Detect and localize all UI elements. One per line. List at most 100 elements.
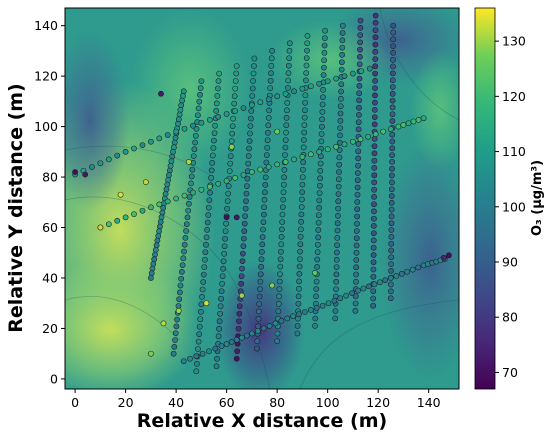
data-point-high	[142, 179, 149, 185]
data-point	[332, 308, 339, 314]
data-point	[178, 102, 185, 109]
data-point	[197, 85, 204, 91]
data-point	[206, 197, 213, 203]
data-point	[248, 115, 254, 122]
data-point	[180, 255, 187, 262]
data-point	[371, 208, 377, 215]
data-point	[215, 180, 222, 187]
data-point	[318, 131, 325, 137]
data-point	[313, 286, 320, 292]
data-point	[172, 135, 179, 141]
data-point	[190, 153, 197, 159]
data-point	[245, 153, 252, 159]
data-point	[203, 234, 210, 241]
data-point	[249, 169, 255, 175]
data-point	[296, 285, 302, 292]
data-point	[388, 254, 395, 261]
data-point	[297, 256, 303, 262]
data-point-high	[274, 128, 281, 135]
data-point	[357, 54, 363, 60]
data-point	[232, 78, 239, 84]
data-point	[337, 132, 343, 139]
data-point	[336, 169, 342, 175]
x-tick-label: 0	[71, 395, 79, 410]
data-point	[335, 176, 342, 183]
data-point	[228, 138, 235, 144]
data-point	[337, 295, 344, 302]
data-point	[164, 198, 171, 205]
data-point	[298, 211, 305, 218]
data-point	[335, 205, 341, 212]
data-point	[181, 192, 188, 199]
colorbar-tick-label: 110	[502, 144, 526, 159]
data-point	[372, 92, 378, 99]
data-point	[335, 198, 342, 205]
data-point	[204, 227, 210, 233]
data-point	[334, 235, 341, 241]
data-point	[190, 122, 196, 129]
data-point	[321, 64, 327, 71]
data-point	[173, 195, 179, 202]
data-point	[388, 213, 395, 220]
data-point	[172, 330, 179, 337]
data-point	[233, 70, 240, 77]
data-point	[334, 220, 341, 227]
data-point	[343, 292, 350, 299]
data-point	[255, 316, 262, 322]
data-point	[254, 328, 261, 334]
data-point	[261, 204, 267, 211]
data-point	[324, 146, 331, 153]
data-point	[371, 143, 378, 149]
data-point	[339, 59, 345, 66]
data-point	[338, 66, 345, 73]
data-point	[264, 144, 271, 151]
data-point	[355, 148, 362, 155]
data-point	[255, 323, 261, 330]
data-point	[239, 258, 246, 264]
data-point	[355, 119, 362, 126]
data-point	[175, 116, 182, 123]
data-point	[240, 172, 247, 178]
data-point	[216, 325, 222, 332]
data-point	[265, 164, 272, 170]
data-point	[316, 148, 323, 155]
data-point	[388, 199, 395, 206]
data-point	[410, 118, 417, 125]
data-point	[354, 184, 361, 191]
data-point	[389, 152, 395, 158]
data-point	[154, 237, 161, 244]
data-point	[231, 93, 238, 99]
data-point	[209, 160, 216, 166]
data-point	[353, 271, 359, 278]
data-point	[314, 241, 321, 248]
data-point	[390, 43, 396, 49]
data-point	[333, 278, 340, 285]
data-point	[390, 22, 397, 29]
data-point	[372, 34, 379, 41]
data-point	[353, 278, 359, 285]
data-point	[357, 136, 364, 143]
data-point	[219, 280, 225, 287]
data-point	[387, 295, 394, 302]
data-point	[190, 189, 196, 196]
data-point	[297, 241, 304, 248]
data-point	[314, 264, 320, 270]
data-point	[180, 88, 187, 95]
data-point	[337, 117, 344, 124]
data-point	[105, 221, 112, 228]
data-point	[269, 48, 275, 54]
colorbar	[474, 7, 496, 390]
data-point	[250, 78, 256, 84]
data-point	[370, 223, 377, 229]
data-point	[353, 257, 360, 263]
data-point	[169, 153, 176, 160]
y-tick-label: 120	[34, 69, 58, 84]
data-point	[377, 279, 383, 286]
data-point	[335, 191, 342, 197]
data-point	[241, 220, 248, 227]
data-point	[307, 307, 314, 313]
x-axis-ticks: 0 20 40 60 80 100 120 140	[71, 389, 441, 410]
concentration-surface	[65, 8, 459, 389]
data-point	[317, 160, 324, 167]
data-point	[215, 114, 222, 120]
